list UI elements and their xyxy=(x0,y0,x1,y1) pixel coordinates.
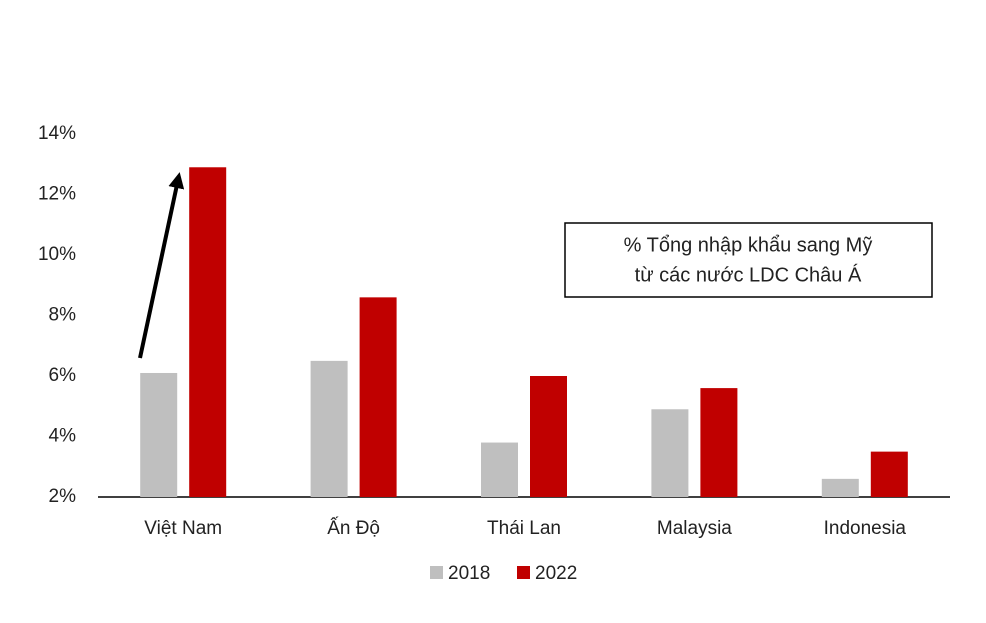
bar xyxy=(530,376,567,497)
x-tick-label: Thái Lan xyxy=(487,518,561,539)
arrow xyxy=(138,172,185,359)
x-tick-label: Malaysia xyxy=(657,518,732,539)
bar xyxy=(140,372,178,497)
bar xyxy=(359,297,397,497)
legend-label: 2022 xyxy=(535,563,577,584)
x-tick-label: Việt Nam xyxy=(144,518,222,539)
y-tick-label: 10% xyxy=(38,244,76,265)
legend-label: 2018 xyxy=(448,563,490,584)
bar xyxy=(310,360,348,497)
y-tick-label: 6% xyxy=(49,365,77,386)
y-tick-label: 2% xyxy=(49,486,77,507)
x-tick-label: Indonesia xyxy=(824,518,907,539)
y-tick-label: 14% xyxy=(38,123,76,144)
x-tick-label: Ấn Độ xyxy=(327,517,380,539)
bar xyxy=(700,388,738,497)
annotation-box xyxy=(564,222,933,298)
bar xyxy=(651,409,689,497)
bar xyxy=(481,442,518,497)
bar xyxy=(821,478,859,497)
legend-swatch xyxy=(430,566,443,579)
y-tick-label: 12% xyxy=(38,184,76,205)
bar xyxy=(870,451,908,497)
y-tick-label: 8% xyxy=(49,305,77,326)
bar xyxy=(189,167,227,497)
y-tick-label: 4% xyxy=(49,426,77,447)
annotation: % Tổng nhập khẩu sang Mỹ xyxy=(624,234,873,256)
legend-swatch xyxy=(517,566,530,579)
annotation: từ các nước LDC Châu Á xyxy=(635,263,862,286)
